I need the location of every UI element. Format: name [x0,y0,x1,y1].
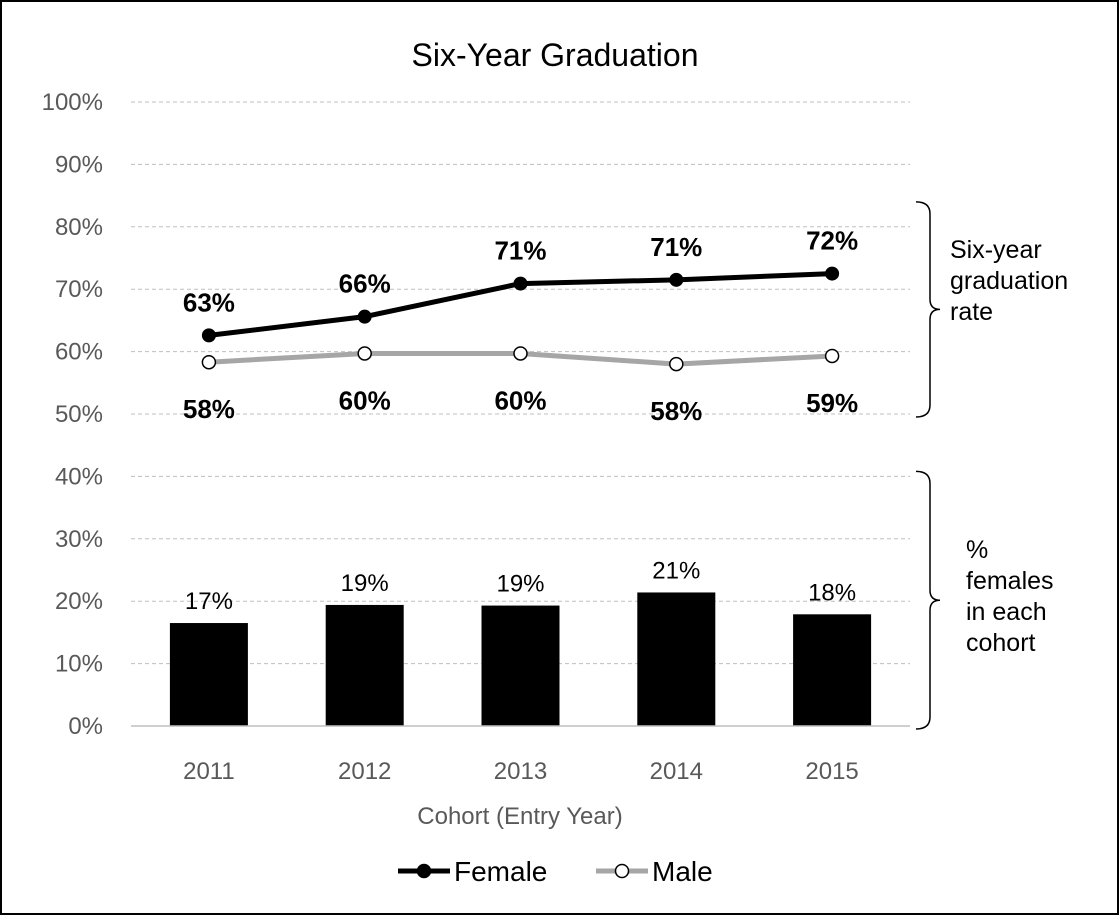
x-tick-label: 2012 [338,758,391,785]
x-axis-title: Cohort (Entry Year) [417,803,622,830]
y-tick-label: 60% [55,339,103,366]
y-tick-label: 0% [68,713,103,740]
x-axis-tick-labels: 2011 2012 2013 2014 2015 [183,758,859,785]
point-data-label: 63% [183,287,235,317]
bracket [915,201,941,418]
legend-swatch-marker [416,863,432,879]
point-data-label: 71% [650,232,702,262]
line-series [201,266,840,372]
bar [481,605,560,726]
x-tick-label: 2014 [650,758,703,785]
bar [793,614,872,726]
data-point [824,348,840,364]
data-point [201,328,216,343]
bar-data-label: 19% [496,571,544,598]
bar-series [169,592,872,726]
bar-data-label: 18% [808,579,856,606]
y-tick-label: 50% [55,401,103,428]
legend: Female Male [398,856,713,887]
y-tick-label: 90% [55,151,103,178]
annotation-text: graduation [950,267,1068,295]
legend-label: Female [454,856,547,887]
bar-data-label: 17% [185,588,233,615]
point-data-label: 59% [806,388,858,418]
x-tick-label: 2013 [494,758,547,785]
annotation-text: in each [966,598,1047,626]
data-point [513,276,528,291]
bar-data-label: 21% [652,557,700,584]
x-tick-label: 2011 [183,758,235,785]
data-point [513,346,528,361]
y-tick-label: 70% [55,276,103,303]
chart-title: Six-Year Graduation [412,37,699,73]
bar-data-label: 19% [341,570,389,597]
point-data-label: 58% [183,394,235,424]
point-data-label: 72% [806,226,858,256]
data-point [357,346,372,361]
point-data-label: 60% [339,385,391,415]
annotation-text: % [966,536,988,564]
annotation-text: females [966,567,1054,595]
legend-swatch-marker [614,863,630,879]
line-data-labels: 63% 66% 71% 71% 72% 58% 60% 60% 58% 59% [183,226,858,426]
gridlines [131,101,910,665]
bracket [915,470,941,730]
point-data-label: 58% [650,396,702,426]
data-point [669,272,684,287]
point-data-label: 60% [494,385,546,415]
y-tick-label: 20% [55,588,103,615]
legend-label: Male [652,856,713,887]
data-point [201,354,217,370]
bar [169,623,248,726]
y-tick-label: 40% [55,463,103,490]
y-axis-tick-labels: 0% 10% 20% 30% 40% 50% 60% 70% 80% 90% 100% [42,89,103,740]
annotation-text: cohort [966,629,1036,657]
point-data-label: 71% [494,236,546,266]
y-tick-label: 100% [42,89,103,116]
bar [325,604,404,726]
x-tick-label: 2015 [805,758,858,785]
bar-data-labels: 17% 19% 19% 21% 18% [185,557,856,615]
bar [637,592,716,726]
annotation-text: rate [950,298,993,326]
data-point [669,356,684,372]
data-point [825,266,840,281]
y-tick-label: 80% [55,214,103,241]
annotation-text: Six-year [950,236,1042,264]
point-data-label: 66% [339,269,391,299]
data-point [357,309,372,324]
y-tick-label: 30% [55,526,103,553]
y-tick-label: 10% [55,651,103,678]
bracket-annotations: Six-year graduation rate% females in each coh… [915,201,1068,730]
